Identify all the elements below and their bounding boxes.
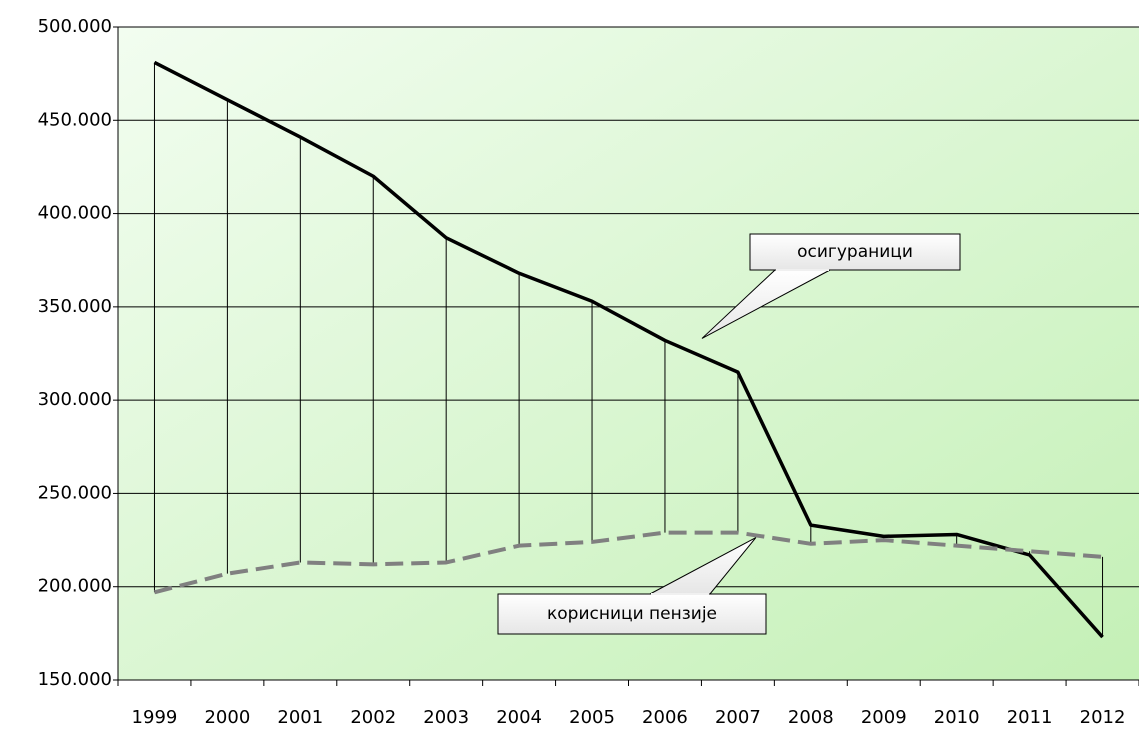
series-line (153, 60, 1104, 639)
legend-label: осигураници (797, 242, 913, 262)
x-tick-label: 2011 (1007, 707, 1053, 728)
callout-box (497, 593, 767, 635)
legend-label: корисници пензије (547, 604, 717, 624)
y-tick-label: 300.000 (38, 389, 112, 410)
x-tick-label: 2001 (277, 707, 323, 728)
legend-callout: осигураници (701, 233, 961, 339)
x-tick-label: 2008 (788, 707, 834, 728)
x-tick-label: 2010 (934, 707, 980, 728)
x-tick-label: 2004 (496, 707, 542, 728)
legend-callout: корисници пензије (497, 537, 767, 635)
y-tick-label: 350.000 (38, 296, 112, 317)
x-tick-label: 2002 (350, 707, 396, 728)
x-tick-label: 2003 (423, 707, 469, 728)
y-tick-label: 500.000 (38, 16, 112, 37)
x-tick-label: 2009 (861, 707, 907, 728)
x-tick-label: 2007 (715, 707, 761, 728)
x-tick-label: 2000 (204, 707, 250, 728)
x-tick-label: 2005 (569, 707, 615, 728)
plot-area (118, 27, 1139, 680)
y-tick-label: 450.000 (38, 109, 112, 130)
y-tick-label: 400.000 (38, 203, 112, 224)
callout-box (749, 233, 961, 271)
y-tick-label: 150.000 (38, 669, 112, 690)
x-tick-label: 1999 (132, 707, 178, 728)
series-line (153, 530, 1103, 595)
x-tick-label: 2006 (642, 707, 688, 728)
y-tick-label: 200.000 (38, 576, 112, 597)
x-tick-label: 2012 (1080, 707, 1126, 728)
y-tick-label: 250.000 (38, 482, 112, 503)
